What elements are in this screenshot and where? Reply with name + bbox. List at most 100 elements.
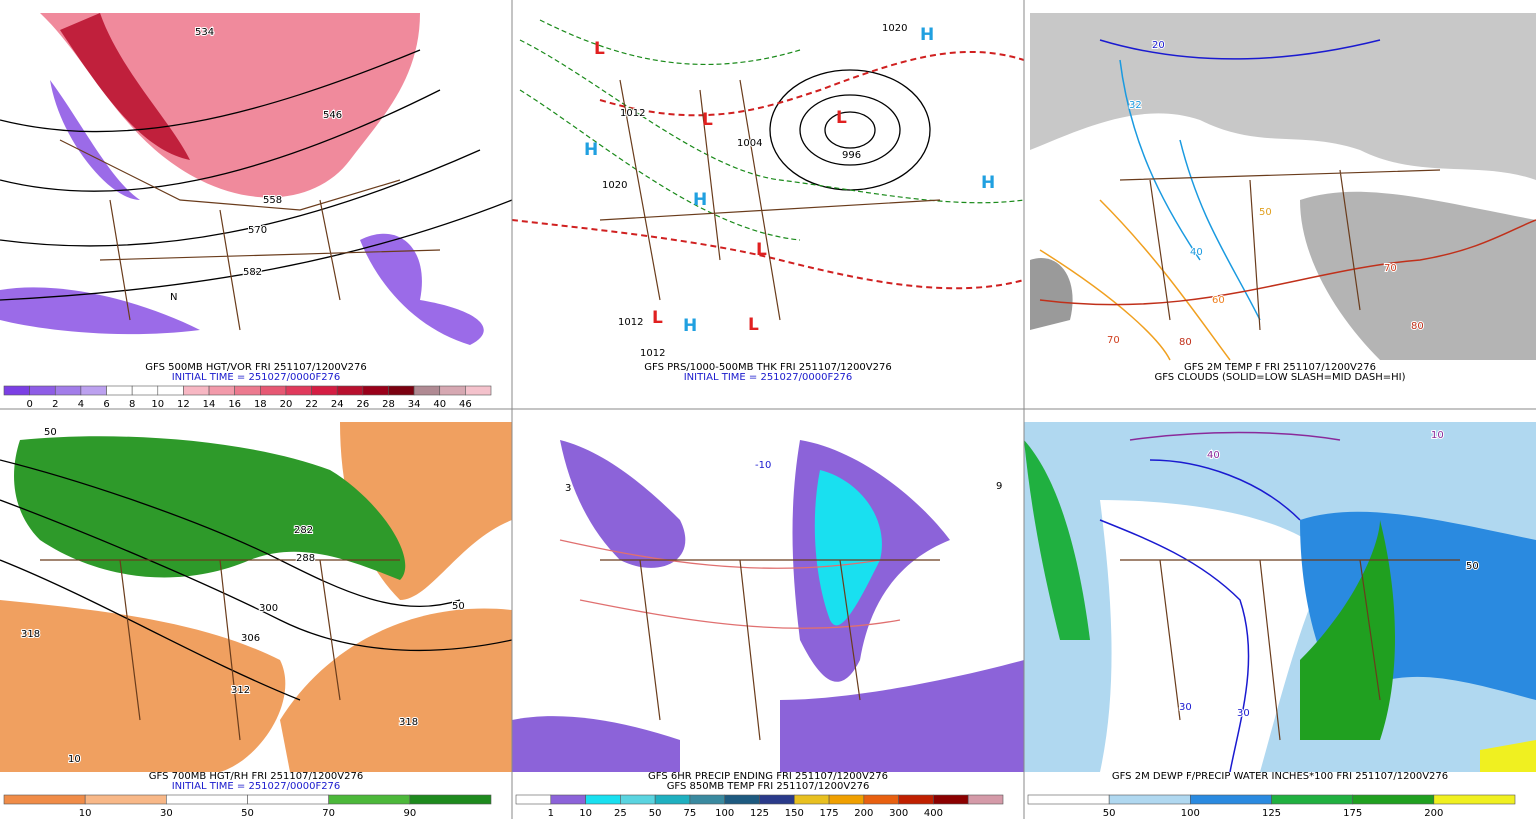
map-precip xyxy=(512,440,1024,772)
colorbar-label: 28 xyxy=(382,399,395,410)
colorbar-swatch xyxy=(689,794,726,805)
contour-label: 10 xyxy=(68,754,81,765)
colorbar-label: 18 xyxy=(254,399,267,410)
contour-label: 10 xyxy=(1431,430,1444,441)
high-marker: H xyxy=(584,140,598,160)
colorbar-label: 125 xyxy=(1262,808,1281,819)
contour-label: 1020 xyxy=(882,23,907,34)
contour-label: 1012 xyxy=(620,108,645,119)
contour-label: 30 xyxy=(1179,702,1192,713)
colorbar-label: 200 xyxy=(854,808,873,819)
colorbar-label: 200 xyxy=(1424,808,1443,819)
contour-label: 582 xyxy=(243,267,262,278)
colorbar-label: 20 xyxy=(280,399,293,410)
colorbar-label: 50 xyxy=(241,808,254,819)
colorbar-label: 16 xyxy=(228,399,241,410)
colorbar-label: 1 xyxy=(548,808,554,819)
contour-label: 558 xyxy=(263,195,282,206)
contour-label: 50 xyxy=(44,427,57,438)
caption: INITIAL TIME = 251027/0000F276 xyxy=(172,781,341,792)
colorbar-label: 400 xyxy=(924,808,943,819)
contour-label: 30 xyxy=(1237,708,1250,719)
contour-label: 300 xyxy=(259,603,278,614)
colorbar-label: 0 xyxy=(26,399,32,410)
caption: GFS 2M TEMP F FRI 251107/1200V276 xyxy=(1184,362,1376,373)
caption: GFS 500MB HGT/VOR FRI 251107/1200V276 xyxy=(145,362,366,373)
contour-label: 9 xyxy=(996,481,1002,492)
colorbar-swatch xyxy=(585,794,621,805)
colorbar-label: 70 xyxy=(322,808,335,819)
colorbar-label: 100 xyxy=(1181,808,1200,819)
contour-label: 32 xyxy=(1129,100,1142,111)
contour-label: 50 xyxy=(1466,561,1479,572)
colorbar-swatch xyxy=(84,794,167,805)
map-rh xyxy=(0,422,512,772)
map-pressure xyxy=(512,19,1024,321)
high-marker: H xyxy=(981,173,995,193)
colorbar-swatch xyxy=(409,794,492,805)
high-marker: H xyxy=(693,190,707,210)
colorbar-swatch xyxy=(336,385,364,396)
colorbar-swatch xyxy=(793,794,830,805)
contour-label: 996 xyxy=(842,150,861,161)
colorbar-swatch xyxy=(234,385,261,396)
contour-label: 1004 xyxy=(737,138,762,149)
caption: GFS 6HR PRECIP ENDING FRI 251107/1200V27… xyxy=(648,771,888,782)
colorbar-label: 34 xyxy=(408,399,421,410)
colorbar-label: 90 xyxy=(403,808,416,819)
colorbar-swatch xyxy=(1027,794,1110,805)
colorbar-label: 150 xyxy=(785,808,804,819)
colorbar-swatch xyxy=(131,385,159,396)
colorbar-swatch xyxy=(1190,794,1272,805)
colorbar-swatch xyxy=(550,794,586,805)
high-marker: H xyxy=(683,316,697,336)
contour-label: 282 xyxy=(294,525,313,536)
caption: GFS 700MB HGT/RH FRI 251107/1200V276 xyxy=(149,771,363,782)
colorbar-label: 50 xyxy=(1103,808,1116,819)
contour-label: 50 xyxy=(452,601,465,612)
colorbar-swatch xyxy=(29,385,56,396)
contour-label: 80 xyxy=(1411,321,1424,332)
low-marker: L xyxy=(702,110,713,130)
colorbar-label: 8 xyxy=(129,399,135,410)
contour-label: 1012 xyxy=(618,317,643,328)
contour-label: 570 xyxy=(248,225,267,236)
colorbar-swatch xyxy=(863,794,899,805)
colorbar-swatch xyxy=(3,794,86,805)
contour-label: 70 xyxy=(1384,263,1397,274)
colorbar-label: 10 xyxy=(579,808,592,819)
colorbar-label: 24 xyxy=(331,399,344,410)
contour-label: 60 xyxy=(1212,295,1225,306)
colorbar-label: 10 xyxy=(151,399,164,410)
colorbar-label: 4 xyxy=(78,399,84,410)
colorbar-label: 10 xyxy=(79,808,92,819)
colorbar-label: 300 xyxy=(889,808,908,819)
caption: GFS CLOUDS (SOLID=LOW SLASH=MID DASH=HI) xyxy=(1154,372,1405,383)
colorbar-swatch xyxy=(3,385,30,396)
colorbar-swatch xyxy=(724,794,760,805)
colorbar-swatch xyxy=(183,385,210,396)
colorbar-label: 40 xyxy=(433,399,446,410)
colorbar-label: 175 xyxy=(1343,808,1362,819)
caption: GFS 850MB TEMP FRI 251107/1200V276 xyxy=(667,781,870,792)
contour-label: 288 xyxy=(296,553,315,564)
map-temperature xyxy=(1030,13,1536,361)
colorbar-swatch xyxy=(898,794,934,805)
colorbar-label: 14 xyxy=(203,399,216,410)
colorbar-swatch xyxy=(285,385,312,396)
caption: INITIAL TIME = 251027/0000F276 xyxy=(172,372,341,383)
contour-label: 318 xyxy=(399,717,418,728)
low-marker: L xyxy=(748,315,759,335)
colorbar-swatch xyxy=(157,385,184,396)
colorbar-swatch xyxy=(80,385,107,396)
colorbar-label: 22 xyxy=(305,399,318,410)
colorbar-swatch xyxy=(515,794,552,805)
contour-label: 546 xyxy=(323,110,342,121)
colorbar-label: 175 xyxy=(820,808,839,819)
map-dewpoint xyxy=(1024,422,1536,772)
colorbar-swatch xyxy=(54,385,82,396)
colorbar-label: 125 xyxy=(750,808,769,819)
caption: GFS 2M DEWP F/PRECIP WATER INCHES*100 FR… xyxy=(1112,771,1448,782)
map-vorticity xyxy=(0,13,512,345)
